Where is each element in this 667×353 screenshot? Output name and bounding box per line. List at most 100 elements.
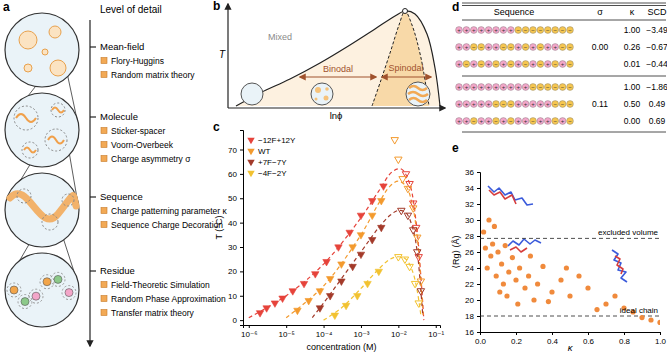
point bbox=[488, 253, 493, 258]
tick-label: 70 bbox=[228, 146, 237, 155]
bead-charge: + bbox=[487, 84, 491, 90]
bullet bbox=[101, 58, 107, 64]
tick-label: 20 bbox=[228, 267, 237, 276]
header-cell: κ bbox=[630, 7, 635, 17]
point bbox=[378, 199, 385, 205]
tick-mark bbox=[477, 300, 480, 301]
tick-label: 10⁻² bbox=[391, 330, 407, 339]
tick-label: 10 bbox=[228, 292, 237, 301]
tick-mark bbox=[477, 284, 480, 285]
bead-charge: + bbox=[465, 101, 469, 107]
point bbox=[564, 265, 569, 270]
bead bbox=[463, 27, 470, 34]
bead bbox=[500, 84, 507, 91]
bead bbox=[567, 101, 574, 108]
bead-charge: + bbox=[546, 118, 550, 124]
bead bbox=[507, 101, 514, 108]
point bbox=[349, 245, 356, 251]
axis-title: T bbox=[219, 49, 226, 60]
panel-label: c bbox=[213, 120, 220, 134]
bead bbox=[507, 118, 514, 125]
header-cell: Sequence bbox=[494, 7, 535, 17]
bead-charge: − bbox=[546, 27, 550, 33]
bead bbox=[500, 118, 507, 125]
tick-label: 1.0 bbox=[655, 337, 667, 346]
bead bbox=[493, 44, 500, 51]
point-open bbox=[406, 264, 413, 270]
tick: 0 bbox=[233, 316, 243, 325]
tick-mark bbox=[436, 325, 437, 328]
tick-label: 0.6 bbox=[583, 337, 595, 346]
bead-charge: + bbox=[457, 118, 461, 124]
bead-charge: + bbox=[487, 44, 491, 50]
tick-label: 10⁻³ bbox=[354, 330, 370, 339]
point bbox=[481, 229, 486, 234]
point bbox=[490, 241, 495, 246]
bead bbox=[552, 101, 559, 108]
bead-charge: + bbox=[472, 101, 476, 107]
tick: 10⁻² bbox=[391, 325, 407, 339]
bead bbox=[537, 61, 544, 68]
bead bbox=[463, 61, 470, 68]
cell: 0.00 bbox=[624, 116, 641, 126]
tick: 40 bbox=[228, 219, 243, 228]
level-name: Residue bbox=[100, 265, 135, 276]
point bbox=[528, 253, 533, 258]
bead-charge: − bbox=[516, 27, 520, 33]
tick: 60 bbox=[228, 170, 243, 179]
bead-charge: − bbox=[472, 118, 476, 124]
residue bbox=[43, 278, 51, 286]
state-icon bbox=[406, 82, 430, 106]
header-cell: SCD bbox=[647, 7, 667, 17]
point bbox=[279, 296, 286, 302]
bead-charge: + bbox=[539, 101, 543, 107]
point bbox=[603, 301, 608, 306]
bead-charge: − bbox=[494, 118, 498, 124]
bead bbox=[515, 44, 522, 51]
bead bbox=[537, 118, 544, 125]
axis-title: ⟨Rg⟩ (Å) bbox=[451, 235, 461, 268]
tick-mark bbox=[477, 188, 480, 189]
bead bbox=[485, 118, 492, 125]
bead-charge: − bbox=[531, 84, 535, 90]
axis-line bbox=[240, 131, 244, 326]
rule bbox=[462, 76, 666, 77]
bead bbox=[470, 27, 477, 34]
point bbox=[492, 224, 497, 229]
chain bbox=[48, 137, 64, 144]
bead bbox=[478, 44, 485, 51]
panel-c: c10⁻⁶10⁻⁵10⁻⁴10⁻³10⁻²10⁻¹010203040506070… bbox=[213, 120, 444, 352]
state-icon bbox=[241, 83, 263, 105]
bead bbox=[567, 118, 574, 125]
bead bbox=[537, 44, 544, 51]
bead bbox=[544, 84, 551, 91]
tick: 30 bbox=[465, 216, 480, 225]
rule bbox=[462, 20, 666, 21]
bead-charge: − bbox=[561, 84, 565, 90]
two-phase-region bbox=[236, 11, 440, 106]
point bbox=[517, 265, 522, 270]
plot-area bbox=[249, 138, 425, 321]
bead-charge: − bbox=[509, 118, 513, 124]
tick: 36 bbox=[465, 168, 480, 177]
point bbox=[485, 265, 490, 270]
bead-charge: + bbox=[494, 84, 498, 90]
tick-label: 0.0 bbox=[475, 337, 487, 346]
bead bbox=[522, 44, 529, 51]
x-axis: 10⁻⁶10⁻⁵10⁻⁴10⁻³10⁻²10⁻¹ bbox=[241, 325, 444, 339]
bead-charge: − bbox=[502, 44, 506, 50]
point bbox=[657, 320, 660, 325]
level-circle bbox=[5, 13, 79, 87]
bead-charge: − bbox=[568, 84, 572, 90]
tick-mark bbox=[477, 252, 480, 253]
point bbox=[357, 213, 364, 219]
tick-mark bbox=[477, 236, 480, 237]
bead bbox=[485, 27, 492, 34]
tick-label: 20 bbox=[465, 296, 474, 305]
droplet bbox=[42, 49, 48, 55]
tick: 0.2 bbox=[511, 332, 523, 346]
point bbox=[506, 269, 511, 274]
bead bbox=[515, 84, 522, 91]
bead bbox=[537, 84, 544, 91]
cell: 0.01 bbox=[624, 59, 641, 69]
